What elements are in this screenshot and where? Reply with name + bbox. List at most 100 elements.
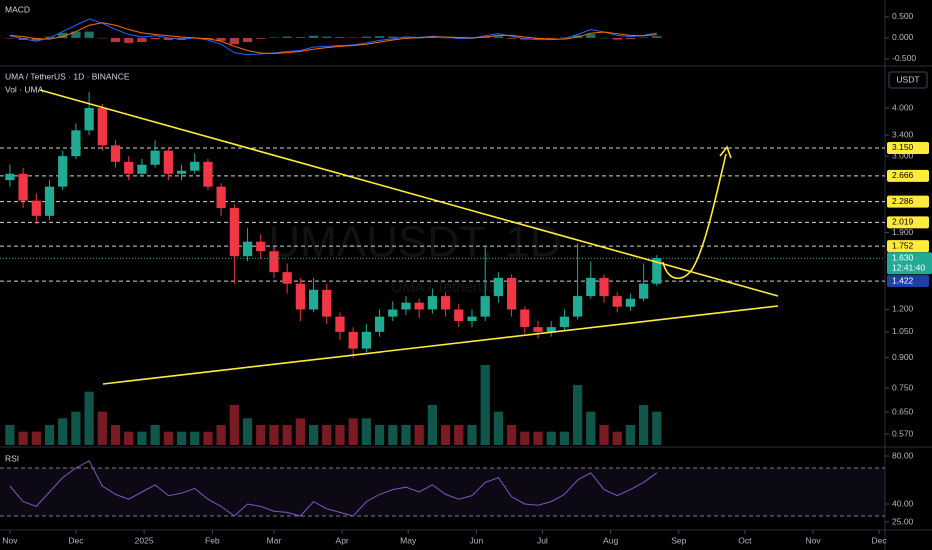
volume-bar [388, 425, 398, 445]
y-tick-label: 40.00 [892, 498, 914, 508]
volume-bar [638, 405, 649, 445]
volume-bar [612, 431, 622, 445]
macd-histogram-bar [414, 37, 424, 39]
candle-body [256, 241, 266, 252]
projection-arrow [662, 153, 727, 280]
candle-body [58, 156, 68, 187]
candle-body [506, 277, 517, 310]
volume-bar [322, 425, 332, 445]
level-tag [887, 169, 929, 182]
candle-body [401, 302, 411, 310]
candle-body [652, 258, 662, 284]
macd-histogram-bar [388, 36, 398, 38]
level-tag-label: 1.422 [892, 275, 914, 285]
y-tick-label: 1.050 [892, 326, 914, 336]
y-tick-label: 4.000 [892, 102, 914, 112]
volume-bar [84, 391, 94, 445]
level-tag [887, 141, 929, 154]
volume-bar [533, 431, 543, 445]
volume-bar [625, 425, 636, 445]
level-tag [887, 216, 929, 229]
candle-body [599, 277, 609, 297]
level-tag [887, 195, 929, 208]
candle-body [110, 145, 121, 162]
y-tick-label: 0.750 [892, 382, 914, 392]
macd-histogram-bar [163, 37, 173, 40]
x-tick-label: Oct [738, 535, 752, 545]
candle-body [612, 296, 622, 307]
candle-body [388, 309, 398, 317]
x-tick-label: Feb [205, 535, 220, 545]
volume-bar [586, 411, 596, 445]
macd-histogram-bar [216, 37, 226, 41]
macd-histogram-bar [150, 37, 160, 40]
candle-body [295, 283, 305, 310]
y-tick-label: 0.650 [892, 406, 914, 416]
macd-histogram-bar [229, 37, 239, 45]
volume-bar [190, 431, 200, 445]
macd-histogram-bar [586, 34, 596, 38]
rsi-line [9, 460, 658, 517]
candle-body [493, 277, 504, 297]
candle-body [176, 170, 187, 174]
volume-bar [282, 425, 292, 445]
last-price-tag [887, 252, 932, 275]
candle-body [203, 161, 213, 187]
volume-bar [401, 425, 411, 445]
candle-body [163, 150, 173, 174]
candle-body [308, 289, 319, 310]
macd-histogram-bar [242, 37, 253, 43]
volume-bar [454, 425, 464, 445]
volume-bar [335, 425, 345, 445]
x-tick-label: Apr [336, 535, 349, 545]
candle-body [84, 108, 94, 131]
trendline [102, 305, 779, 385]
volume-bar [124, 431, 134, 445]
macd-histogram-bar [97, 37, 107, 39]
level-tag-label: 2.666 [892, 170, 914, 180]
x-tick-label: Nov [805, 535, 821, 545]
x-tick-label: Dec [68, 535, 84, 545]
volume-bar [216, 425, 226, 445]
volume-bar [520, 431, 530, 445]
volume-bar [163, 431, 173, 445]
level-tag-label: 2.286 [892, 196, 914, 206]
currency-box[interactable] [888, 71, 928, 89]
candle-body [216, 186, 226, 209]
macd-histogram-bar [269, 37, 279, 38]
candle-body [269, 251, 279, 273]
level-tag-label: 1.752 [892, 240, 914, 250]
volume-bar [361, 418, 371, 445]
candle-body [520, 309, 530, 328]
macd-histogram-bar [335, 37, 345, 38]
rsi-label: RSI [5, 453, 19, 463]
trendline [39, 89, 779, 297]
volume-bar [652, 411, 662, 445]
macd-histogram-bar [308, 35, 319, 38]
candle-body [361, 331, 371, 349]
watermark-sub: UMA / TetherUS [391, 279, 498, 296]
candle-body [31, 200, 41, 216]
macd-histogram-bar [58, 32, 68, 38]
countdown-label: 12:41:40 [892, 262, 925, 272]
volume-bar [229, 405, 239, 445]
x-tick-label: Jun [470, 535, 484, 545]
currency-label[interactable]: USDT [896, 74, 919, 84]
macd-histogram-bar [493, 36, 504, 38]
candle-body [150, 150, 160, 165]
y-tick-label: 1.900 [892, 227, 914, 237]
volume-bar [480, 365, 490, 445]
volume-bar [506, 425, 517, 445]
volume-bar [5, 425, 15, 445]
macd-histogram-bar [374, 36, 385, 38]
macd-histogram-bar [348, 37, 358, 38]
candle-body [5, 173, 15, 181]
candle-body [546, 327, 556, 332]
y-tick-label: 3.000 [892, 150, 914, 160]
candle-body [625, 298, 636, 307]
volume-bar [295, 418, 305, 445]
x-tick-label: May [400, 535, 417, 545]
candle-body [559, 316, 570, 328]
volume-bar [44, 425, 55, 445]
